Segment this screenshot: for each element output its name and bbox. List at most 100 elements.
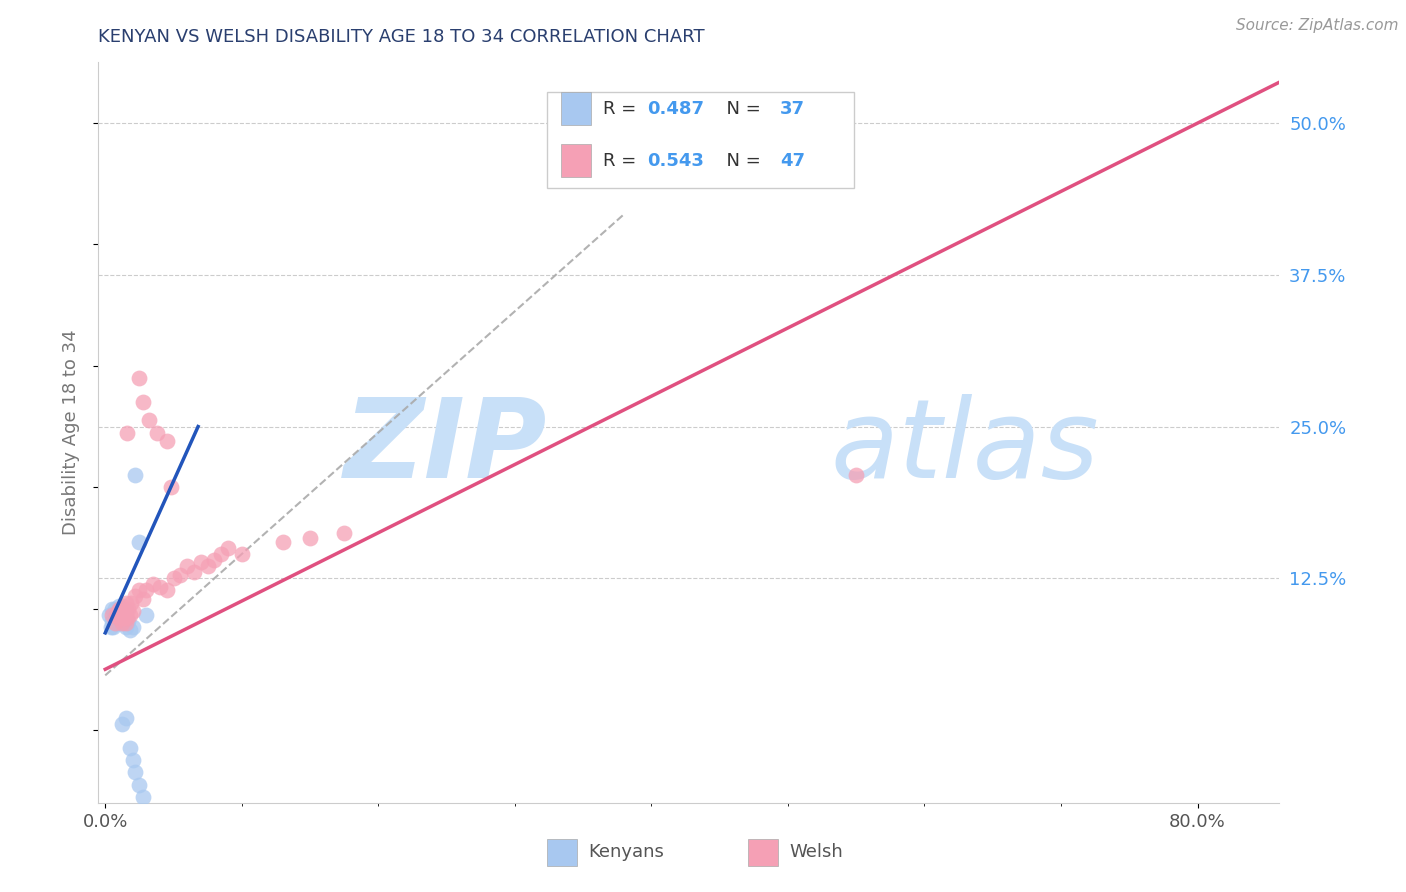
Point bbox=[120, 595, 142, 609]
Point bbox=[108, 607, 131, 622]
Text: R =: R = bbox=[603, 152, 641, 169]
Text: Source: ZipAtlas.com: Source: ZipAtlas.com bbox=[1236, 18, 1399, 33]
Point bbox=[105, 607, 128, 622]
Point bbox=[114, 620, 136, 634]
Point bbox=[111, 610, 134, 624]
Point bbox=[138, 413, 160, 427]
Point bbox=[128, 534, 150, 549]
Text: N =: N = bbox=[714, 152, 766, 169]
Point bbox=[105, 607, 128, 622]
Point bbox=[271, 534, 294, 549]
Point bbox=[110, 605, 132, 619]
Point bbox=[101, 614, 124, 628]
Point bbox=[183, 565, 205, 579]
Point bbox=[98, 607, 121, 622]
Point bbox=[121, 604, 143, 618]
Point bbox=[112, 611, 135, 625]
Point bbox=[149, 580, 172, 594]
Point bbox=[114, 604, 136, 618]
FancyBboxPatch shape bbox=[561, 144, 591, 178]
Point bbox=[111, 717, 134, 731]
Point bbox=[108, 611, 131, 625]
Point bbox=[111, 616, 134, 631]
Point bbox=[114, 616, 136, 631]
Point bbox=[101, 601, 124, 615]
Text: Welsh: Welsh bbox=[789, 844, 844, 862]
Point bbox=[111, 607, 134, 622]
Point bbox=[105, 616, 128, 631]
Text: ZIP: ZIP bbox=[343, 394, 547, 501]
Point bbox=[128, 778, 150, 792]
Point bbox=[111, 616, 134, 631]
Text: atlas: atlas bbox=[831, 394, 1099, 501]
Point bbox=[231, 547, 253, 561]
Point bbox=[204, 553, 226, 567]
Text: 37: 37 bbox=[780, 100, 804, 118]
Point bbox=[124, 590, 146, 604]
Text: N =: N = bbox=[714, 100, 766, 118]
Point bbox=[142, 577, 165, 591]
FancyBboxPatch shape bbox=[748, 839, 778, 866]
Point bbox=[128, 583, 150, 598]
Point bbox=[101, 607, 124, 622]
FancyBboxPatch shape bbox=[547, 92, 855, 188]
Point bbox=[108, 616, 131, 631]
Point bbox=[103, 620, 125, 634]
Point bbox=[333, 526, 356, 541]
Point bbox=[197, 559, 219, 574]
Point bbox=[112, 607, 135, 622]
Point bbox=[111, 604, 134, 618]
Point bbox=[114, 711, 136, 725]
Text: Kenyans: Kenyans bbox=[589, 844, 665, 862]
Point bbox=[108, 599, 131, 614]
Point bbox=[115, 611, 138, 625]
Point bbox=[156, 434, 179, 449]
Point bbox=[117, 601, 139, 615]
Text: R =: R = bbox=[603, 100, 641, 118]
Point bbox=[115, 425, 138, 440]
Point bbox=[132, 789, 155, 804]
Point bbox=[115, 616, 138, 631]
Point bbox=[132, 395, 155, 409]
Point bbox=[190, 556, 212, 570]
Y-axis label: Disability Age 18 to 34: Disability Age 18 to 34 bbox=[62, 330, 80, 535]
Point bbox=[114, 595, 136, 609]
Point bbox=[110, 614, 132, 628]
Point bbox=[135, 583, 157, 598]
Point bbox=[108, 601, 131, 615]
Point bbox=[132, 591, 155, 606]
Point bbox=[135, 607, 157, 622]
Text: 47: 47 bbox=[780, 152, 804, 169]
Text: 0.487: 0.487 bbox=[648, 100, 704, 118]
Point bbox=[110, 607, 132, 622]
Point bbox=[104, 607, 127, 622]
Point bbox=[107, 611, 129, 625]
Point bbox=[299, 531, 322, 545]
Point bbox=[104, 601, 127, 615]
Point bbox=[118, 741, 141, 756]
Point bbox=[111, 611, 134, 625]
Point bbox=[159, 480, 181, 494]
Point bbox=[128, 371, 150, 385]
Point bbox=[209, 547, 232, 561]
Point bbox=[121, 753, 143, 767]
Point bbox=[104, 616, 127, 631]
Point bbox=[111, 599, 134, 614]
Point bbox=[111, 601, 134, 615]
Point bbox=[107, 604, 129, 618]
Point bbox=[176, 559, 198, 574]
Point bbox=[100, 620, 122, 634]
Point bbox=[845, 468, 868, 483]
Point bbox=[118, 607, 141, 622]
FancyBboxPatch shape bbox=[561, 92, 591, 126]
Point bbox=[118, 624, 141, 638]
Point bbox=[117, 614, 139, 628]
Point bbox=[217, 541, 239, 555]
Point bbox=[124, 765, 146, 780]
Point bbox=[124, 468, 146, 483]
Point bbox=[169, 567, 191, 582]
FancyBboxPatch shape bbox=[547, 839, 576, 866]
Point bbox=[121, 620, 143, 634]
Point bbox=[107, 604, 129, 618]
Point bbox=[156, 583, 179, 598]
